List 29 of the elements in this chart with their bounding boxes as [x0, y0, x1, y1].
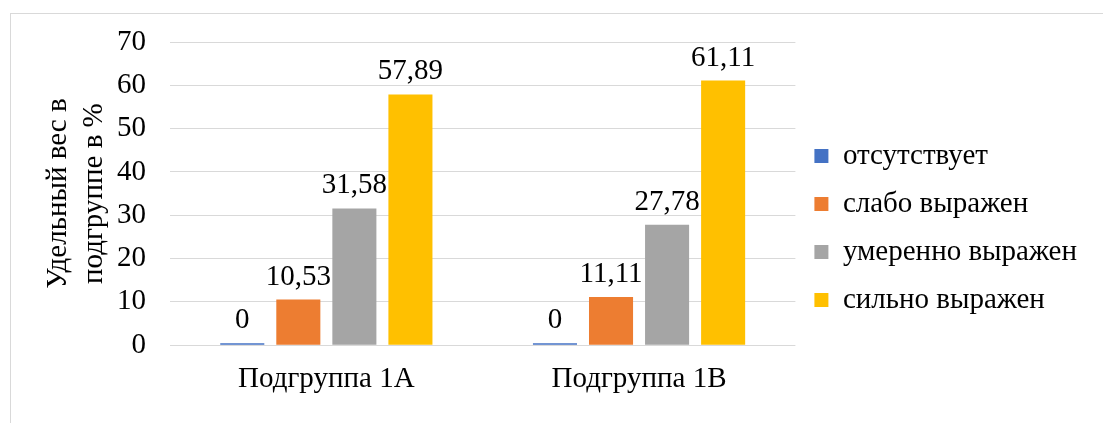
x-tick-label: Подгруппа 1А	[238, 361, 415, 394]
data-label: 10,53	[265, 258, 331, 291]
y-tick-label: 50	[117, 110, 146, 143]
data-label: 0	[235, 302, 250, 335]
bar	[645, 224, 690, 345]
data-label: 27,78	[634, 183, 700, 216]
y-tick-label: 60	[117, 66, 146, 99]
legend-label: отсутствует	[842, 137, 989, 170]
data-label: 11,11	[579, 256, 643, 289]
bar	[388, 94, 433, 345]
bar	[332, 208, 377, 345]
data-label: 31,58	[321, 167, 387, 200]
legend-label: умеренно выражен	[842, 233, 1078, 266]
bar	[701, 80, 746, 345]
data-label: 61,11	[691, 39, 756, 72]
y-tick-label: 20	[117, 240, 146, 273]
y-axis-title: Удельный вес в подгруппе в %	[39, 98, 108, 289]
data-label: 57,89	[377, 53, 444, 86]
legend-label: слабо выражен	[842, 185, 1029, 218]
y-tick-label: 40	[117, 153, 146, 186]
data-label: 0	[547, 302, 563, 335]
bar	[589, 297, 634, 345]
y-tick-label: 10	[117, 283, 146, 316]
bar	[276, 299, 321, 345]
y-tick-label: 70	[117, 23, 146, 56]
x-tick-label: Подгруппа 1В	[551, 361, 727, 394]
y-tick-label: 30	[117, 196, 146, 229]
y-tick-label: 0	[131, 326, 146, 359]
legend-label: сильно выражен	[842, 281, 1045, 314]
